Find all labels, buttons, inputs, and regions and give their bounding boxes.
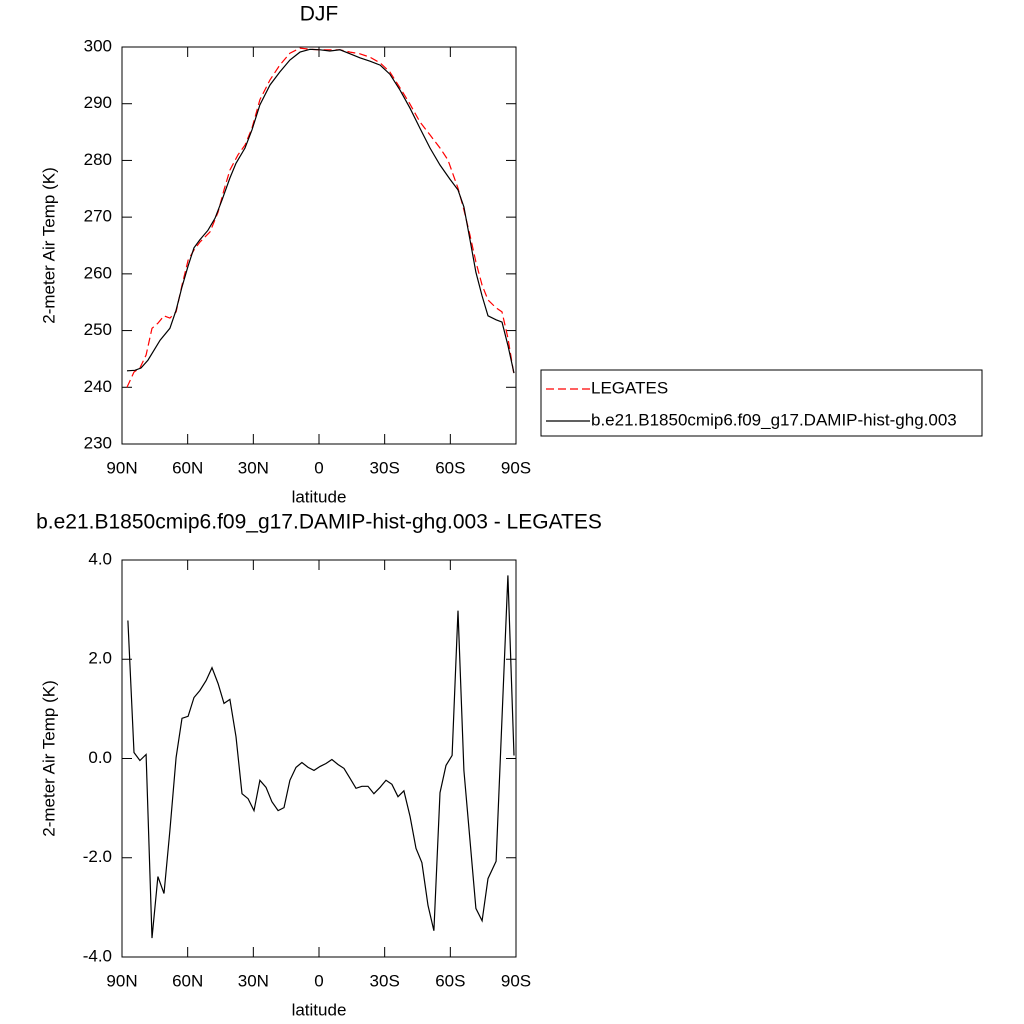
x-tick-label: 0 xyxy=(314,458,323,477)
plot-frame xyxy=(121,559,517,958)
y-tick-label: 300 xyxy=(84,36,112,55)
legend-label: b.e21.B1850cmip6.f09_g17.DAMIP-hist-ghg.… xyxy=(591,410,957,429)
y-axis-label: 2-meter Air Temp (K) xyxy=(39,167,58,324)
x-tick-label: 30S xyxy=(370,971,400,990)
y-tick-label: 260 xyxy=(84,263,112,282)
x-tick-label: 60N xyxy=(172,971,203,990)
x-tick-label: 30N xyxy=(238,458,269,477)
y-tick-label: 270 xyxy=(84,207,112,226)
data-line xyxy=(127,575,515,939)
x-tick-label: 60N xyxy=(172,458,203,477)
y-tick-label: 240 xyxy=(84,377,112,396)
y-tick-label: 230 xyxy=(84,433,112,452)
legend-label: LEGATES xyxy=(591,378,668,397)
y-tick-label: 0.0 xyxy=(88,748,112,767)
y-tick-label: 290 xyxy=(84,93,112,112)
x-tick-label: 60S xyxy=(435,458,465,477)
x-tick-label: 90S xyxy=(501,458,531,477)
chart-title: DJF xyxy=(300,3,339,26)
x-tick-label: 60S xyxy=(435,971,465,990)
x-tick-label: 0 xyxy=(314,971,323,990)
x-tick-label: 90S xyxy=(501,971,531,990)
data-line xyxy=(126,47,515,388)
y-axis-label: 2-meter Air Temp (K) xyxy=(39,680,58,837)
x-tick-label: 30N xyxy=(238,971,269,990)
x-tick-label: 90N xyxy=(106,458,137,477)
x-axis-label: latitude xyxy=(292,487,347,506)
legend-box xyxy=(540,369,983,437)
data-line xyxy=(126,48,515,374)
x-tick-label: 30S xyxy=(370,458,400,477)
y-tick-label: -4.0 xyxy=(83,946,112,965)
plot-frame xyxy=(121,46,517,445)
y-tick-label: 250 xyxy=(84,320,112,339)
y-tick-label: -2.0 xyxy=(83,847,112,866)
y-tick-label: 280 xyxy=(84,150,112,169)
y-tick-label: 4.0 xyxy=(88,549,112,568)
chart-title: b.e21.B1850cmip6.f09_g17.DAMIP-hist-ghg.… xyxy=(36,511,602,534)
x-axis-label: latitude xyxy=(292,1000,347,1019)
x-tick-label: 90N xyxy=(106,971,137,990)
y-tick-label: 2.0 xyxy=(88,649,112,668)
